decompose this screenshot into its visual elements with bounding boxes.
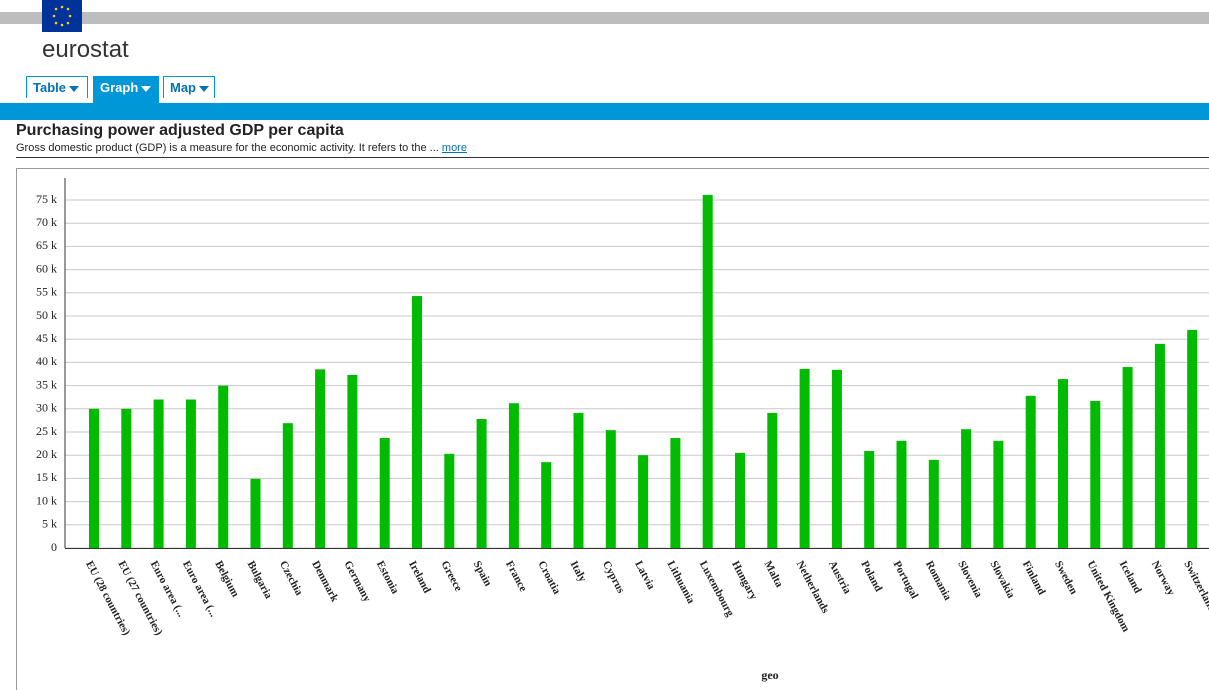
x-tick-label: Denmark xyxy=(309,559,341,605)
bar xyxy=(1187,329,1198,548)
chart-title: Purchasing power adjusted GDP per capita xyxy=(16,122,344,139)
bar xyxy=(444,453,455,548)
x-tick-label: Switzerland xyxy=(1181,559,1209,614)
y-tick-label: 40 k xyxy=(36,354,57,368)
y-tick-label: 25 k xyxy=(36,424,57,438)
x-tick-label: Iceland xyxy=(1117,559,1144,595)
x-tick-label: Sweden xyxy=(1052,559,1080,596)
tab-label: Map xyxy=(170,80,196,95)
bar xyxy=(767,412,778,548)
y-tick-label: 65 k xyxy=(36,238,57,252)
y-tick-label: 45 k xyxy=(36,331,57,345)
bar xyxy=(282,423,293,548)
bar xyxy=(799,368,810,548)
y-tick-label: 60 k xyxy=(36,261,57,275)
bar xyxy=(1058,379,1068,548)
x-tick-label: Hungary xyxy=(729,559,760,602)
y-tick-label: 30 k xyxy=(36,401,57,415)
y-tick-label: 5 k xyxy=(42,517,57,531)
bar xyxy=(831,369,842,548)
bar xyxy=(89,408,99,548)
y-tick-label: 75 k xyxy=(36,192,57,206)
tab[interactable]: Map xyxy=(163,76,215,98)
blue-bar xyxy=(0,103,1209,120)
subtitle: Gross domestic product (GDP) is a measur… xyxy=(16,142,467,154)
y-tick-label: 10 k xyxy=(36,493,57,507)
x-tick-label: Greece xyxy=(438,559,464,594)
divider xyxy=(16,157,1209,158)
eu-flag xyxy=(42,0,82,32)
bar xyxy=(250,478,261,548)
x-tick-label: Lithuania xyxy=(665,559,698,606)
tab-label: Graph xyxy=(100,80,139,95)
x-tick-label: Romania xyxy=(923,559,954,603)
bar xyxy=(1122,367,1133,548)
chart: geo 0 5 k 10 k 15 k 20 k 25 k 30 k 35 k 40 k 45 k… xyxy=(16,168,1209,690)
x-tick-label: Netherlands xyxy=(794,559,832,616)
bar xyxy=(476,419,487,548)
bar xyxy=(670,438,681,548)
bar xyxy=(1025,395,1036,548)
x-axis-label: geo xyxy=(761,668,778,682)
bar xyxy=(928,459,939,548)
bar xyxy=(121,408,132,548)
x-tick-label: Cyprus xyxy=(600,559,627,596)
x-tick-label: Austria xyxy=(826,559,853,596)
bar xyxy=(896,440,907,548)
bar xyxy=(185,399,196,548)
x-tick-label: Finland xyxy=(1020,559,1048,597)
bar xyxy=(153,399,164,548)
bar xyxy=(864,451,875,548)
bar xyxy=(1154,343,1165,548)
x-tick-label: Estonia xyxy=(374,559,401,596)
x-tick-label: Italy xyxy=(568,559,589,584)
bar xyxy=(735,452,745,548)
y-tick-label: 55 k xyxy=(36,285,57,299)
x-tick-label: Belgium xyxy=(212,559,241,599)
bar xyxy=(961,429,972,548)
bar xyxy=(379,438,390,548)
x-tick-label: Spain xyxy=(471,559,494,588)
y-tick-label: 15 k xyxy=(36,470,57,484)
tab[interactable]: Table xyxy=(26,76,88,98)
x-tick-label: Slovakia xyxy=(988,559,1018,601)
bar xyxy=(541,462,552,548)
x-tick-label: Ireland xyxy=(406,559,433,595)
bar xyxy=(993,440,1004,548)
x-tick-label: Poland xyxy=(858,559,884,594)
bar xyxy=(702,194,713,548)
bar xyxy=(638,455,649,548)
brand: eurostat xyxy=(42,36,129,63)
x-tick-label: Czechia xyxy=(277,559,305,598)
bar xyxy=(315,369,326,548)
x-tick-label: Luxembourg xyxy=(697,559,737,619)
y-tick-label: 35 k xyxy=(36,377,57,391)
x-tick-label: Portugal xyxy=(891,559,921,601)
more-link[interactable]: more xyxy=(441,142,467,154)
x-tick-label: Malta xyxy=(761,559,785,590)
y-tick-label: 50 k xyxy=(36,308,57,322)
x-tick-label: Norway xyxy=(1149,559,1177,598)
tab-label: Table xyxy=(33,80,66,95)
bar xyxy=(605,430,616,548)
x-tick-label: Slovenia xyxy=(955,559,984,600)
x-tick-label: Croatia xyxy=(535,559,563,597)
x-tick-label: Bulgaria xyxy=(245,559,275,601)
x-tick-label: France xyxy=(503,559,529,594)
y-tick-label: 20 k xyxy=(36,447,57,461)
x-tick-label: Latvia xyxy=(632,559,657,592)
top-bar xyxy=(0,12,1209,24)
y-tick-label: 0 xyxy=(51,540,57,554)
bar xyxy=(412,296,422,548)
subtitle-text: Gross domestic product (GDP) is a measur… xyxy=(16,142,439,154)
bar xyxy=(1090,400,1101,548)
y-tick-label: 70 k xyxy=(36,215,57,229)
x-tick-label: Germany xyxy=(342,559,374,604)
bar xyxy=(508,403,519,548)
tab[interactable]: Graph xyxy=(93,76,159,103)
bar xyxy=(347,374,358,548)
bar xyxy=(218,385,229,548)
bar xyxy=(573,412,584,548)
